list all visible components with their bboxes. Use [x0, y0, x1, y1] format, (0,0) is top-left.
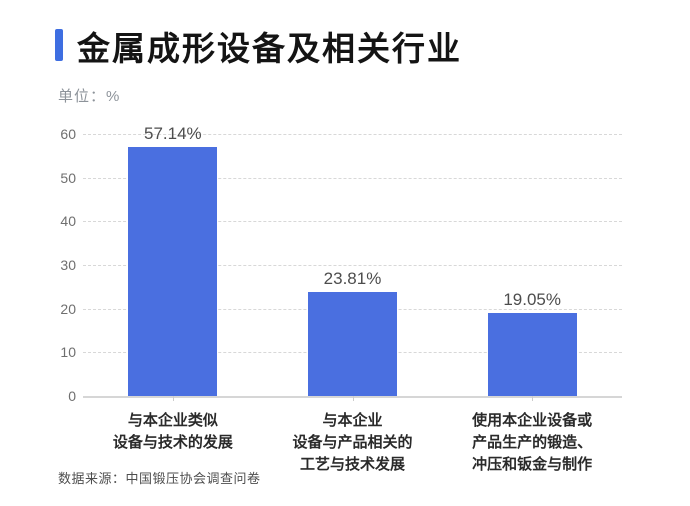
category-label-line: 冲压和钣金与制作 [472, 456, 593, 473]
bar-1 [128, 146, 218, 396]
x-tick-mark-1 [172, 396, 174, 401]
y-tick-label-60: 60 [60, 126, 76, 142]
bar-2 [308, 292, 397, 396]
plot-area: 0 10 20 30 40 50 60 57.14% 与本企业类似 设备与技术的发展 23.81% 与… [60, 124, 622, 473]
y-tick-label-0: 0 [68, 388, 76, 404]
category-label-line: 设备与技术的发展 [112, 434, 233, 451]
category-label-line: 与本企业 [322, 412, 383, 429]
chart-title: 金属成形设备及相关行业 [77, 30, 462, 67]
category-label-2: 与本企业设备与产品相关的 工艺与技术发展 [258, 410, 448, 476]
gridline-50 [83, 177, 622, 179]
value-label-3: 19.05% [503, 289, 561, 309]
title-accent-bar [55, 29, 63, 61]
category-label-line: 产品生产的锻造、 [472, 434, 593, 451]
gridline-40 [83, 221, 622, 223]
category-label-line: 设备与产品相关的 [292, 434, 413, 451]
bar-3 [487, 312, 577, 396]
y-tick-label-30: 30 [60, 257, 76, 273]
gridline-30 [83, 265, 622, 266]
y-tick-label-40: 40 [60, 213, 76, 230]
category-label-3: 使用本企业设备或 产品生产的锻造、 冲压和钣金与制作 [437, 410, 627, 476]
category-label-1: 与本企业类似 设备与技术的发展 [78, 410, 268, 454]
y-tick-label-20: 20 [60, 300, 76, 317]
gridline-60 [83, 134, 622, 135]
category-label-line: 与本企业类似 [127, 412, 218, 429]
data-source-note: 数据来源：中国锻压协会调查问卷 [58, 471, 261, 486]
category-label-line: 工艺与技术发展 [299, 456, 405, 473]
unit-label: 单位：% [58, 88, 121, 105]
category-label-line: 使用本企业设备或 [472, 412, 593, 429]
x-tick-mark-2 [352, 396, 354, 401]
value-label-1: 57.14% [143, 123, 202, 143]
value-label-2: 23.81% [323, 269, 382, 289]
y-tick-label-10: 10 [60, 344, 76, 361]
x-tick-mark-3 [532, 396, 534, 401]
y-tick-label-50: 50 [60, 169, 76, 186]
